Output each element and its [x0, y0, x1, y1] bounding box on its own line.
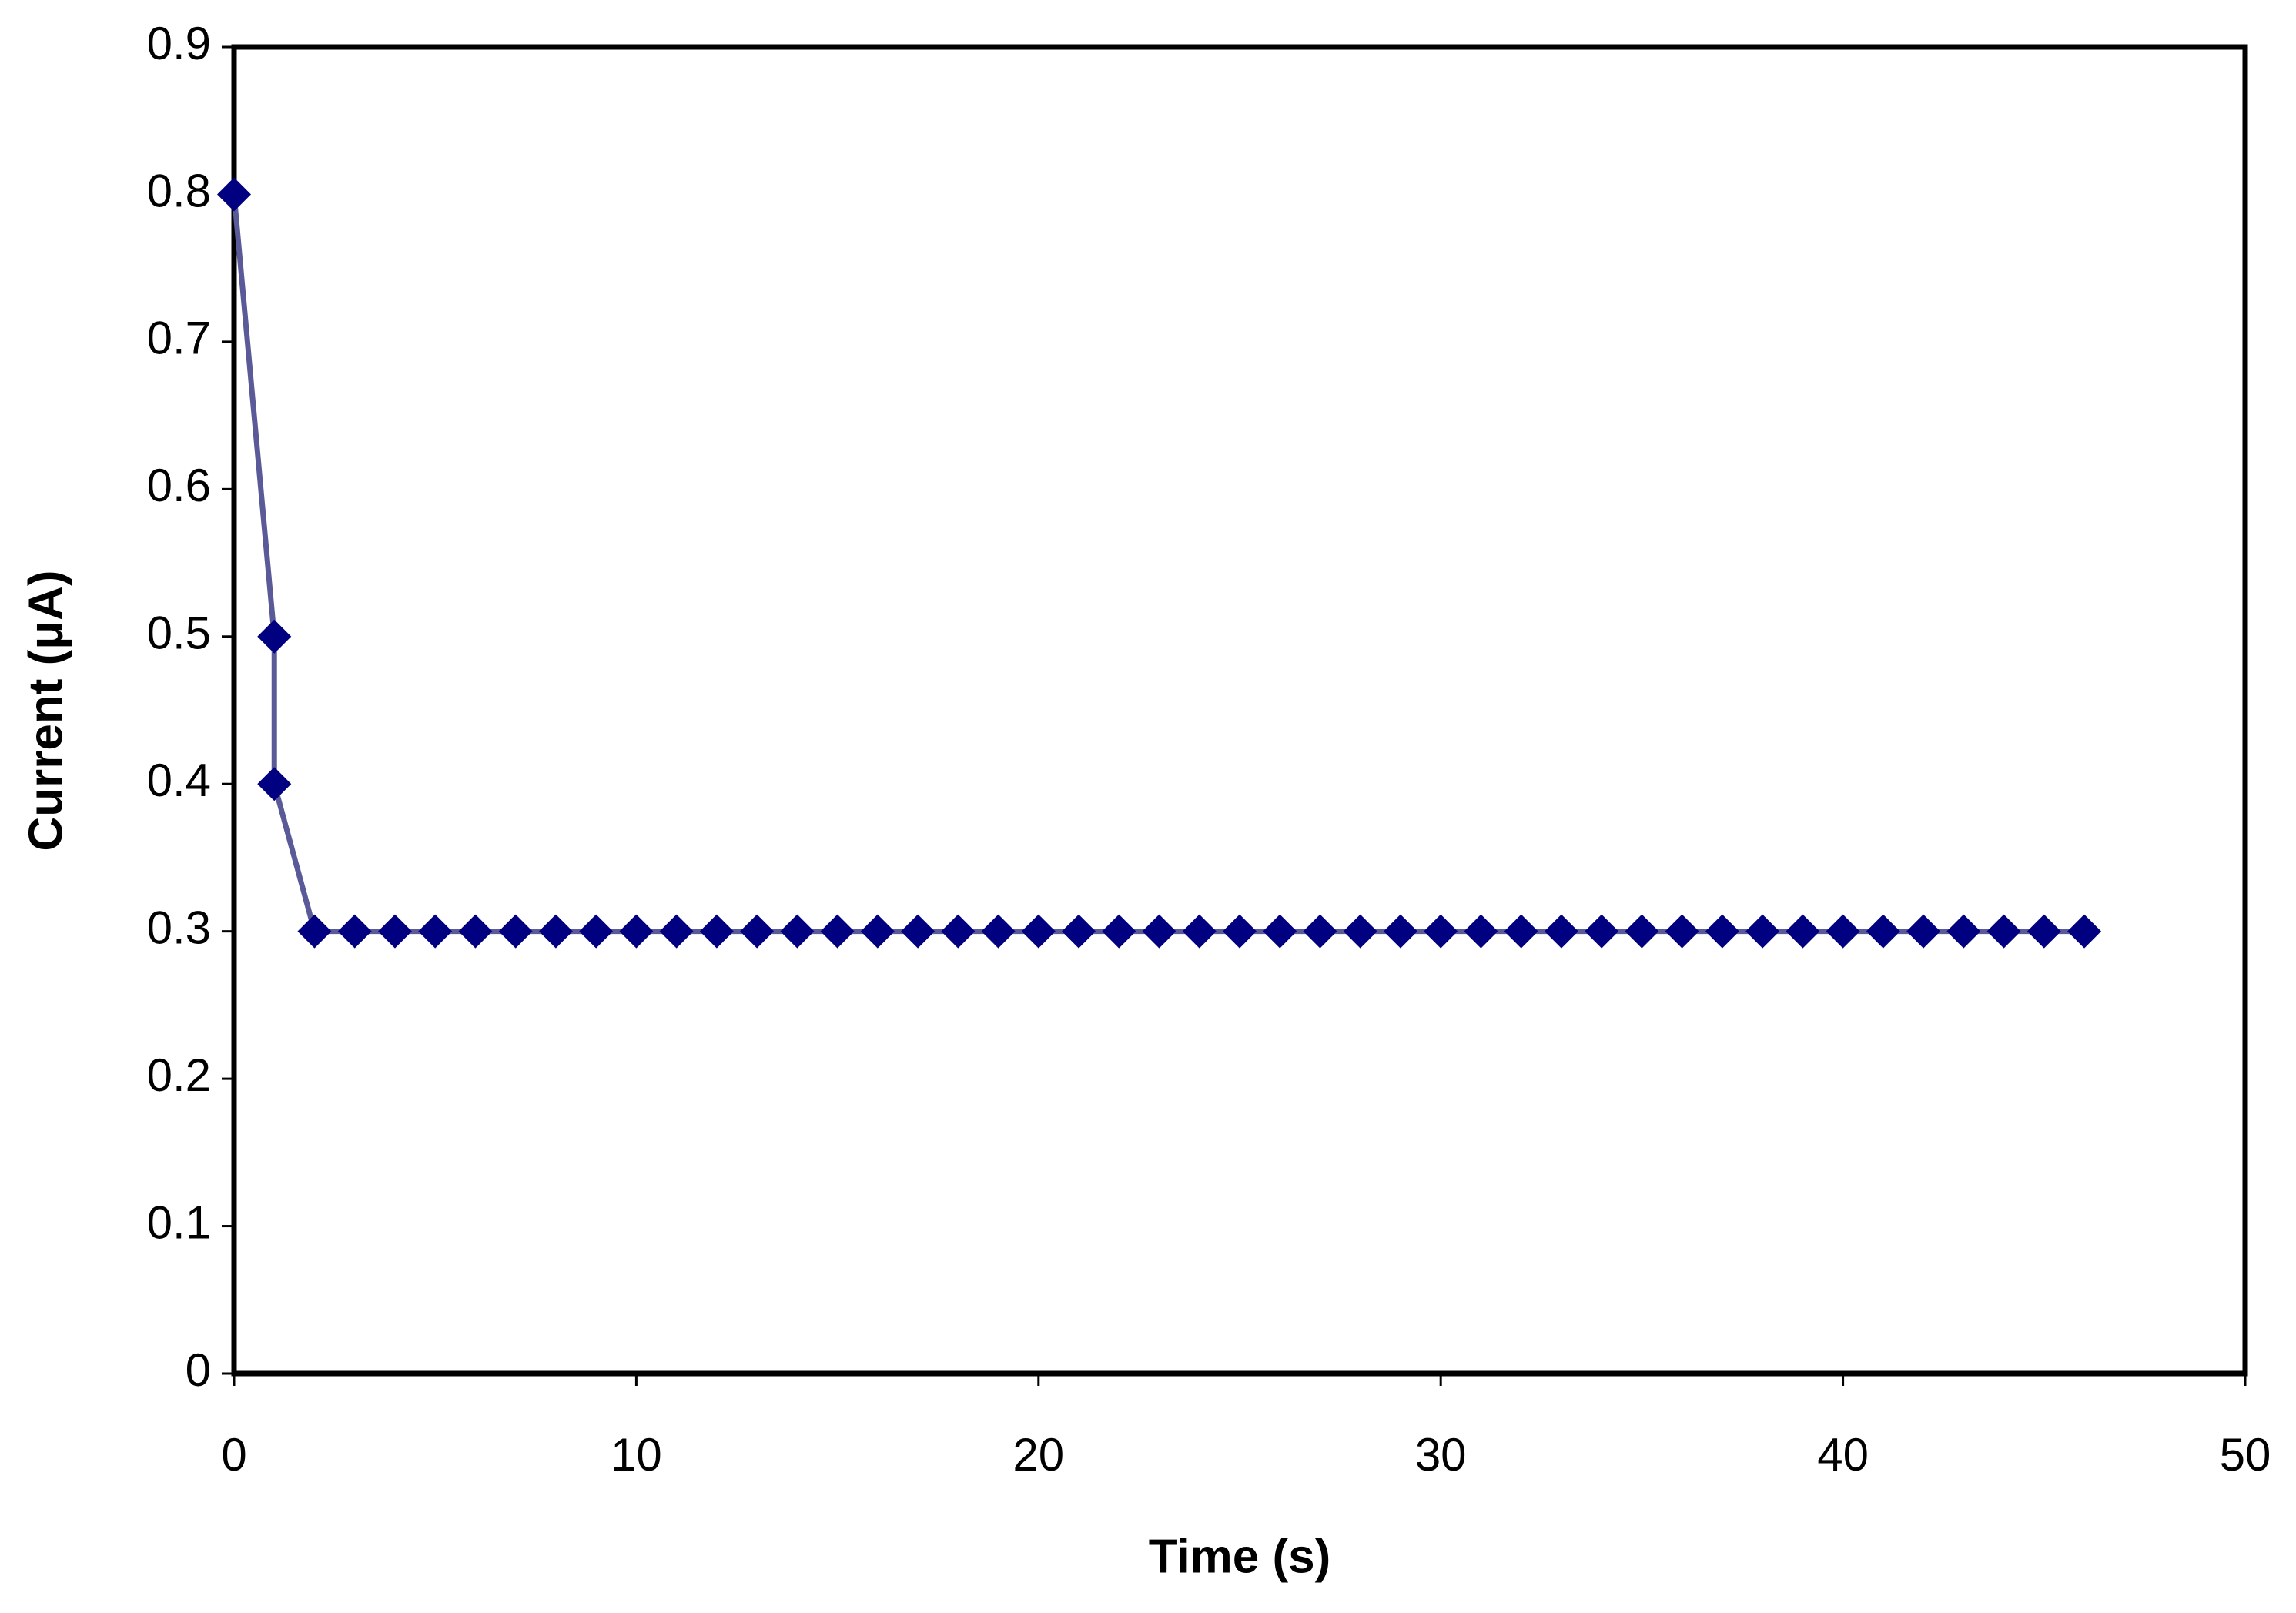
data-point	[1544, 914, 1578, 949]
data-point	[1625, 914, 1659, 949]
y-tick-label: 0.9	[147, 18, 211, 69]
y-tick-label: 0.3	[147, 902, 211, 954]
data-point	[981, 914, 1016, 949]
data-point	[1303, 914, 1337, 949]
data-point	[2067, 914, 2102, 949]
x-tick-label: 50	[2220, 1429, 2271, 1481]
data-point	[941, 914, 976, 949]
data-point	[1745, 914, 1780, 949]
data-point	[1102, 914, 1136, 949]
data-point	[377, 914, 412, 949]
x-tick-label: 20	[1012, 1429, 1064, 1481]
data-point	[740, 914, 775, 949]
data-point	[780, 914, 815, 949]
data-point	[1665, 914, 1699, 949]
data-point	[257, 619, 292, 654]
data-point	[297, 914, 332, 949]
x-tick-label: 10	[611, 1429, 662, 1481]
data-point	[860, 914, 895, 949]
data-point	[1263, 914, 1297, 949]
y-tick-label: 0.5	[147, 607, 211, 659]
data-point	[699, 914, 734, 949]
data-point	[538, 914, 573, 949]
data-point	[1786, 914, 1820, 949]
data-point	[1585, 914, 1619, 949]
y-tick-label: 0.6	[147, 460, 211, 511]
data-point	[217, 177, 251, 212]
data-point	[1383, 914, 1417, 949]
x-tick-label: 40	[1817, 1429, 1869, 1481]
series-line	[231, 194, 2085, 935]
y-tick-label: 0.2	[147, 1049, 211, 1101]
data-point	[498, 914, 533, 949]
y-tick-label: 0.7	[147, 313, 211, 364]
y-tick-label: 0	[186, 1344, 211, 1396]
data-point	[1826, 914, 1860, 949]
data-point	[619, 914, 654, 949]
data-point	[901, 914, 935, 949]
plot-frame	[231, 44, 2248, 1377]
y-tick-label: 0.4	[147, 755, 211, 806]
data-point	[1986, 914, 2021, 949]
data-point	[1705, 914, 1739, 949]
data-point	[337, 914, 372, 949]
data-point	[1504, 914, 1538, 949]
x-tick-label: 30	[1415, 1429, 1467, 1481]
data-point	[1182, 914, 1217, 949]
data-point	[659, 914, 694, 949]
data-point	[418, 914, 453, 949]
data-point	[1142, 914, 1176, 949]
data-point	[2027, 914, 2061, 949]
y-tick-label: 0.1	[147, 1196, 211, 1248]
data-point	[820, 914, 855, 949]
data-point	[1866, 914, 1900, 949]
data-point	[1343, 914, 1377, 949]
x-axis-title: Time (s)	[1149, 1530, 1331, 1583]
data-point	[1906, 914, 1941, 949]
y-tick-label: 0.8	[147, 165, 211, 216]
data-point	[1062, 914, 1096, 949]
data-point	[458, 914, 493, 949]
data-point	[579, 914, 614, 949]
data-point	[1021, 914, 1056, 949]
data-point	[1946, 914, 1981, 949]
data-point	[1464, 914, 1498, 949]
data-point	[1223, 914, 1257, 949]
x-tick-label: 0	[221, 1429, 246, 1481]
data-point	[1424, 914, 1458, 949]
y-axis-title: Current (μA)	[19, 570, 72, 851]
data-point	[257, 767, 292, 801]
